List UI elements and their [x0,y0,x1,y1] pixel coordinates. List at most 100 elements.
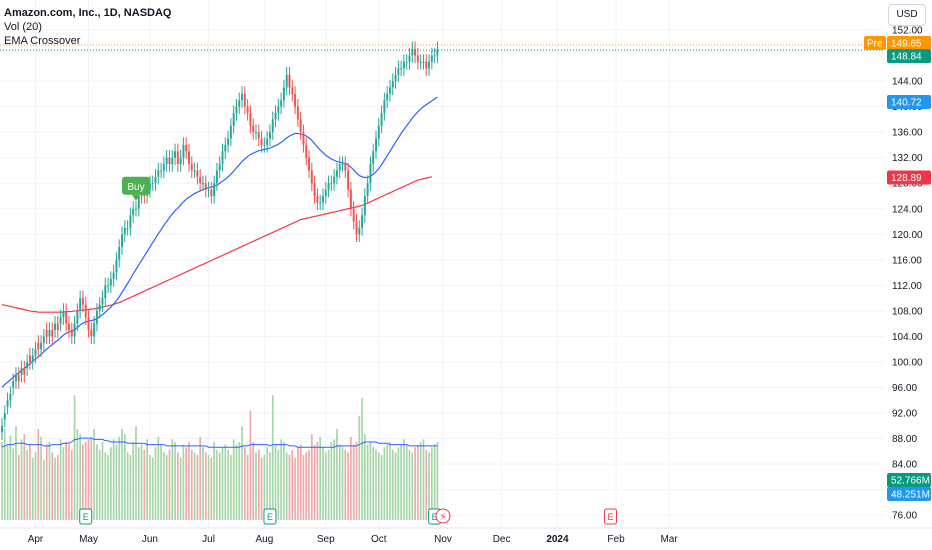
volume-indicator-label[interactable]: Vol (20) [4,21,42,33]
candle-body [285,74,288,88]
candle [319,194,322,211]
price-tick-label[interactable]: 100.00 [892,358,923,369]
candle [277,98,280,121]
volume-bar [322,447,324,520]
candle-body [308,157,311,171]
candle [363,188,366,223]
time-tick-label[interactable]: May [79,534,98,545]
buy-signal-box [121,176,150,195]
time-tick-label[interactable]: 2024 [546,534,569,545]
candle [405,54,408,70]
candle-body [1,425,3,433]
candle-body [380,113,383,126]
time-tick-label[interactable]: Aug [255,534,273,545]
candle-body [76,310,79,324]
candle-body [81,298,84,305]
volume-bar [9,435,12,520]
candle-body [416,55,419,62]
price-tick-label[interactable]: 76.00 [892,511,917,522]
candle-body [268,132,271,139]
earnings-text: E [267,512,273,522]
price-tick-label[interactable]: 96.00 [892,383,917,394]
time-tick-label[interactable]: Oct [371,534,387,545]
price-tick-label[interactable]: 88.00 [892,434,917,445]
currency-button[interactable]: USD [888,4,926,26]
price-tick-label[interactable]: 152.00 [892,26,923,37]
volume-bar [316,442,319,520]
candle-body [93,323,96,337]
candle [308,150,311,179]
price-tick-label[interactable]: 120.00 [892,230,923,241]
candle [380,105,383,134]
candle [210,181,213,204]
time-tick-label[interactable]: Apr [28,534,44,545]
candle [48,322,51,345]
time-tick-label[interactable]: Feb [607,534,625,545]
candle-body [241,93,244,101]
price-tick-label[interactable]: 116.00 [892,255,922,266]
candle [84,296,87,325]
price-tick-label[interactable]: 132.00 [892,153,923,164]
price-tick-label[interactable]: 136.00 [892,128,923,139]
candle-body [65,310,68,324]
time-tick-label[interactable]: Dec [493,534,511,545]
candle-body [305,144,308,158]
candle [294,86,297,115]
candle [333,169,336,191]
time-tick-label[interactable]: Jul [202,534,215,545]
candle-body [73,323,76,337]
time-tick-label[interactable]: Sep [317,534,335,545]
volume-ma-tag-box [887,487,931,501]
candle [255,124,257,140]
volume-bar [369,442,372,520]
candle [65,303,68,332]
candle [324,181,327,204]
price-tags: 149.65 Pre 148.84 140.72 128.89 52.766M 48.251… [0,36,931,501]
candle [188,143,190,172]
volume-bar [327,449,330,520]
candle-body [101,298,104,305]
chart-legend: Amazon.com, Inc., 1D, NASDAQ Vol (20) EM… [4,6,171,48]
candle [151,175,154,191]
candle-body [411,49,414,56]
candle-body [319,202,322,204]
candle-body [246,106,249,113]
candle-body [255,132,257,134]
ema-indicator-label[interactable]: EMA Crossover [4,35,81,47]
candle-body [199,176,202,184]
time-tick-label[interactable]: Mar [660,534,678,545]
symbol-title[interactable]: Amazon.com, Inc., 1D, NASDAQ [4,7,172,19]
volume-bar [193,452,196,520]
candle [1,418,3,440]
time-tick-label[interactable]: Nov [434,534,452,545]
volume-bar [26,449,28,520]
price-tick-label[interactable]: 112.00 [892,281,922,292]
time-tick-label[interactable]: Jun [142,534,158,545]
candle [338,156,341,179]
candle-body [9,393,12,401]
price-tick-label[interactable]: 84.00 [892,460,917,471]
volume-bar [221,447,224,520]
price-tick-label[interactable]: 104.00 [892,332,923,343]
candle [430,47,433,70]
price-tick-label[interactable]: 144.00 [892,77,923,88]
volume-bar [232,439,235,520]
price-tick-label[interactable]: 124.00 [892,204,923,215]
candle [414,41,417,64]
candle [26,354,29,377]
volume-bar [101,442,104,520]
volume-bar [333,439,335,520]
price-tick-label[interactable]: 92.00 [892,409,917,420]
volume-bar [40,436,42,520]
time-axis[interactable]: Apr May Jun Jul Aug Sep Oct Nov Dec 2024 Feb Mar [0,527,932,545]
candle [109,271,112,294]
price-tick-label[interactable]: 108.00 [892,306,923,317]
candle-body [271,119,274,133]
candle-body [31,355,34,362]
candle-body [291,87,294,94]
candle [73,316,76,345]
candle-body [341,164,344,166]
candle-body [137,196,140,209]
volume-bar [165,455,168,520]
